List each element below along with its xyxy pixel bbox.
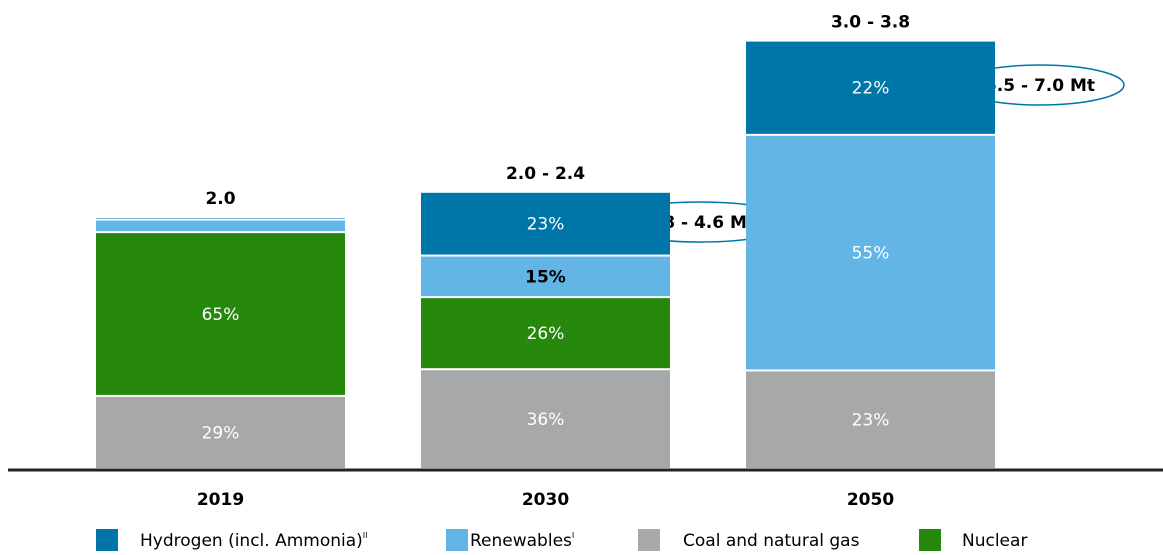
bar-segment xyxy=(96,233,345,395)
legend-swatch xyxy=(919,529,941,551)
value-label: 29% xyxy=(202,423,240,443)
value-label: 22% xyxy=(852,79,890,99)
bar-segment xyxy=(746,41,995,134)
bar-segment xyxy=(96,220,345,232)
callout: 3.8 - 4.6 Mt xyxy=(645,213,755,233)
bar-segment xyxy=(96,218,345,219)
value-label: 55% xyxy=(852,244,890,264)
bar-segment xyxy=(746,371,995,468)
legend-label: Nuclear xyxy=(962,531,1027,551)
legend-name: Renewables xyxy=(470,531,572,551)
bar-segment xyxy=(746,135,995,370)
legend-name: Nuclear xyxy=(962,531,1027,551)
bar-segment xyxy=(421,192,670,255)
legend-label: Hydrogen (incl. Ammonia)II xyxy=(140,531,368,552)
value-label: 23% xyxy=(852,411,890,431)
legend-footnote: II xyxy=(363,531,368,540)
callout: 5.5 - 7.0 Mt xyxy=(985,76,1095,96)
value-label: 65% xyxy=(202,305,240,325)
value-label: 36% xyxy=(527,410,565,430)
bar-segment xyxy=(421,256,670,297)
legend-footnote: I xyxy=(572,531,574,540)
legend-swatch xyxy=(96,529,118,551)
value-label: 26% xyxy=(527,324,565,344)
value-label: 15% xyxy=(525,267,566,287)
bar-segment xyxy=(421,370,670,468)
legend-label: RenewablesI xyxy=(470,531,574,552)
total-label: 2.0 - 2.4 xyxy=(506,164,585,184)
legend-swatch xyxy=(638,529,660,551)
bar-segment xyxy=(421,298,670,369)
total-label: 2.0 xyxy=(205,189,235,209)
legend-swatch xyxy=(446,529,468,551)
legend-label: Coal and natural gas xyxy=(683,531,860,551)
legend-name: Hydrogen (incl. Ammonia) xyxy=(140,531,363,551)
x-tick-label: 2019 xyxy=(197,490,244,510)
legend-name: Coal and natural gas xyxy=(683,531,860,551)
total-label: 3.0 - 3.8 xyxy=(831,13,910,33)
x-tick-label: 2050 xyxy=(847,490,894,510)
bar-segment xyxy=(96,396,345,468)
value-label: 23% xyxy=(527,215,565,235)
x-tick-label: 2030 xyxy=(522,490,569,510)
